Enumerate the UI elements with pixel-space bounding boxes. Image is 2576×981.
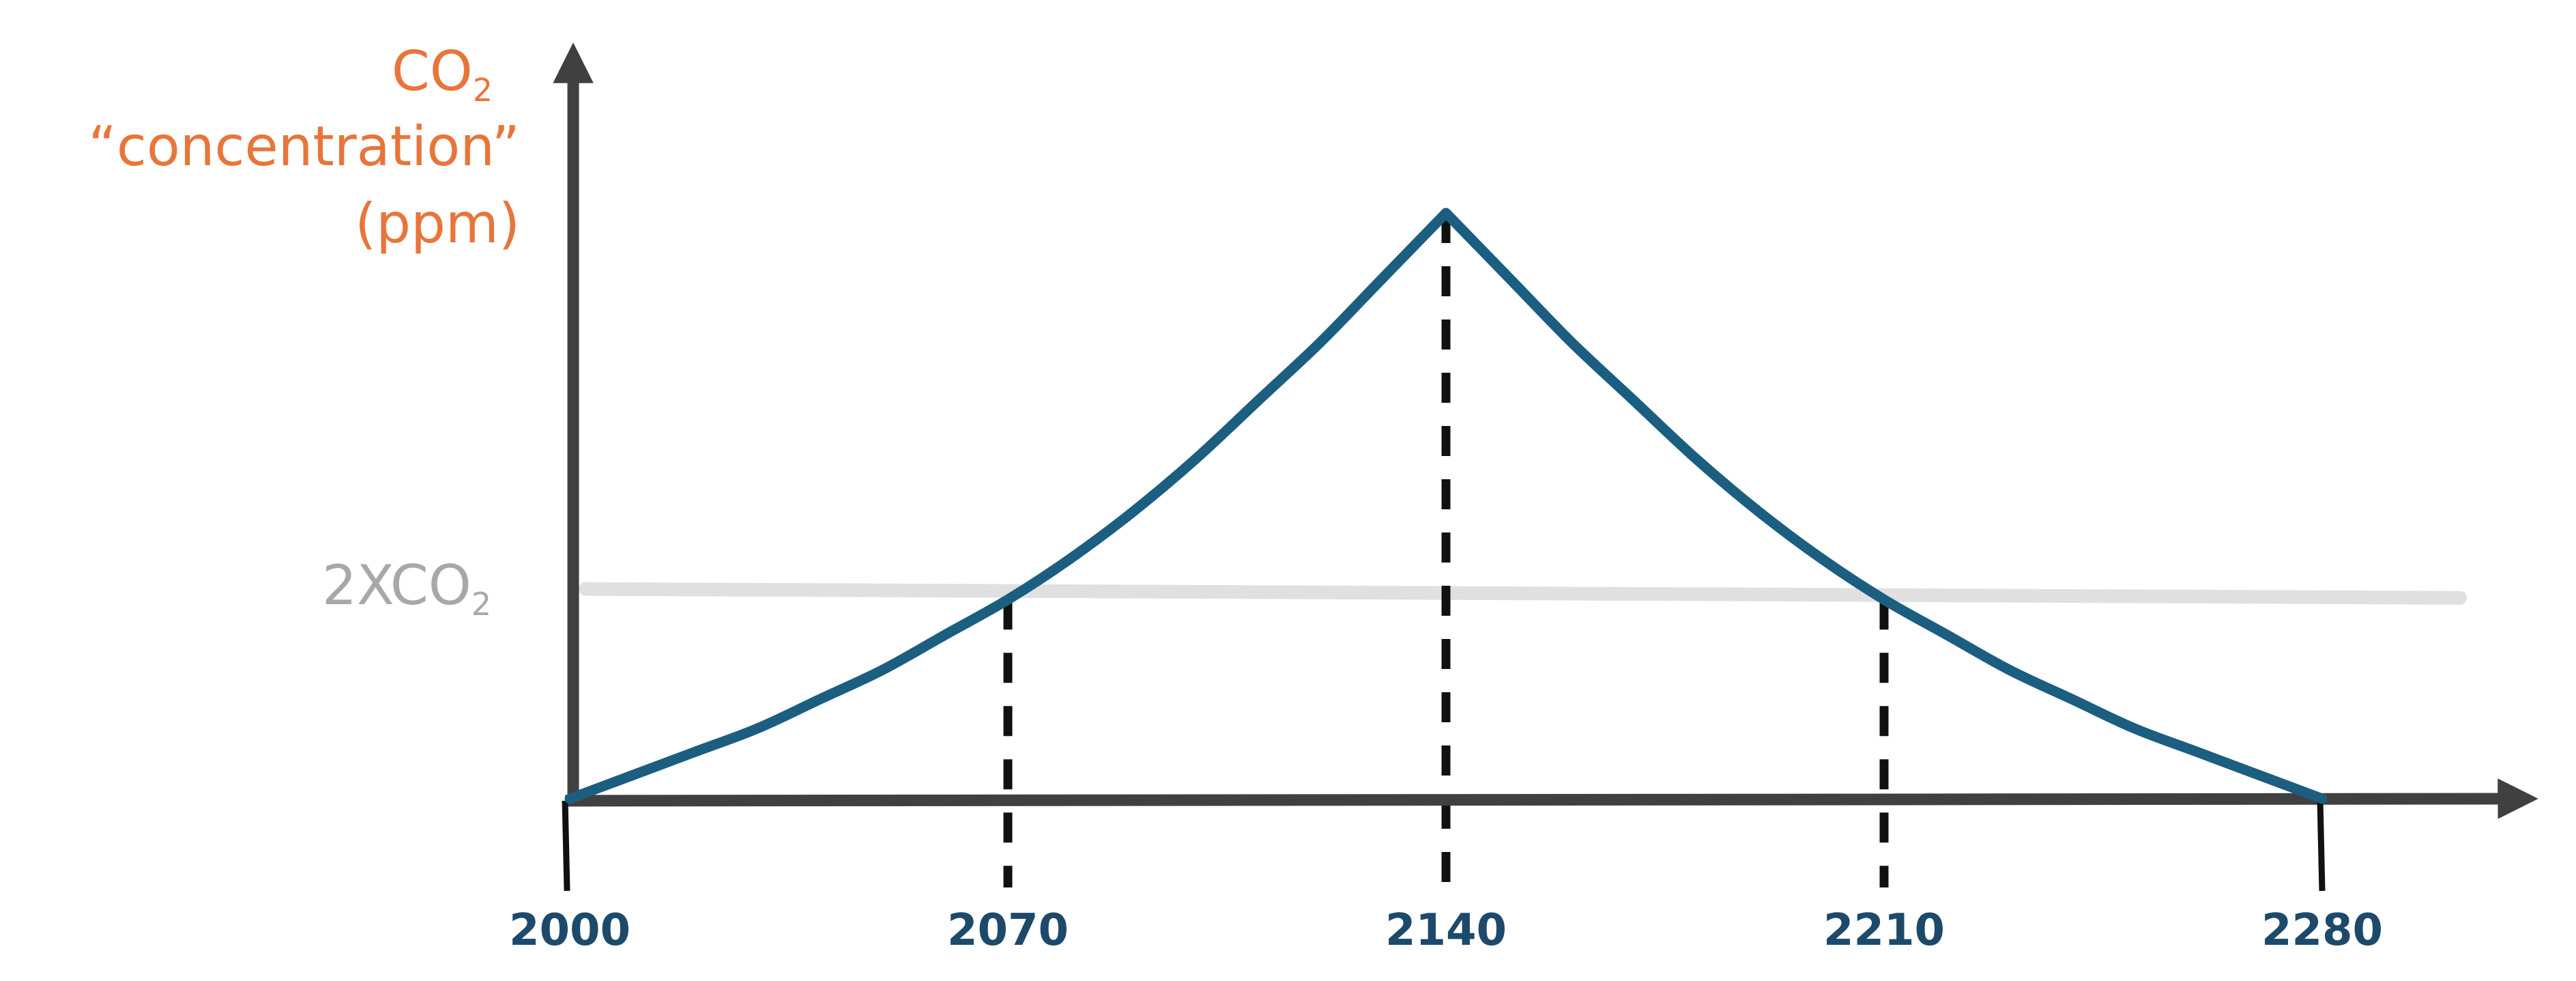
y-axis-label-line3: (ppm): [355, 192, 520, 255]
dashed-markers: [1003, 213, 1889, 887]
reference-line-label-main: 2XCO: [322, 554, 472, 617]
reference-line: [579, 582, 2467, 605]
series-line: [564, 208, 2328, 804]
x-tick-labels: 2000 2070 2140 2210 2280: [509, 905, 2383, 956]
y-axis-label-co: CO: [392, 40, 473, 103]
reference-line-label: 2XCO2: [322, 554, 491, 623]
x-tick-label-2210: 2210: [1823, 905, 1945, 956]
x-axis-start-tick: [562, 800, 570, 892]
x-tick-label-2140: 2140: [1385, 905, 1507, 956]
x-axis: [564, 778, 2538, 819]
reference-line-label-subscript: 2: [472, 586, 491, 623]
x-tick-label-2280: 2280: [2261, 905, 2383, 956]
x-tick-label-2000: 2000: [509, 905, 631, 956]
y-axis-label-line1: CO2: [392, 40, 493, 109]
x-tick-label-2070: 2070: [947, 905, 1069, 956]
x-axis-end-tick: [2317, 799, 2326, 892]
y-axis-label-line2: “concentration”: [88, 115, 520, 178]
y-axis-label-subscript: 2: [473, 72, 493, 109]
